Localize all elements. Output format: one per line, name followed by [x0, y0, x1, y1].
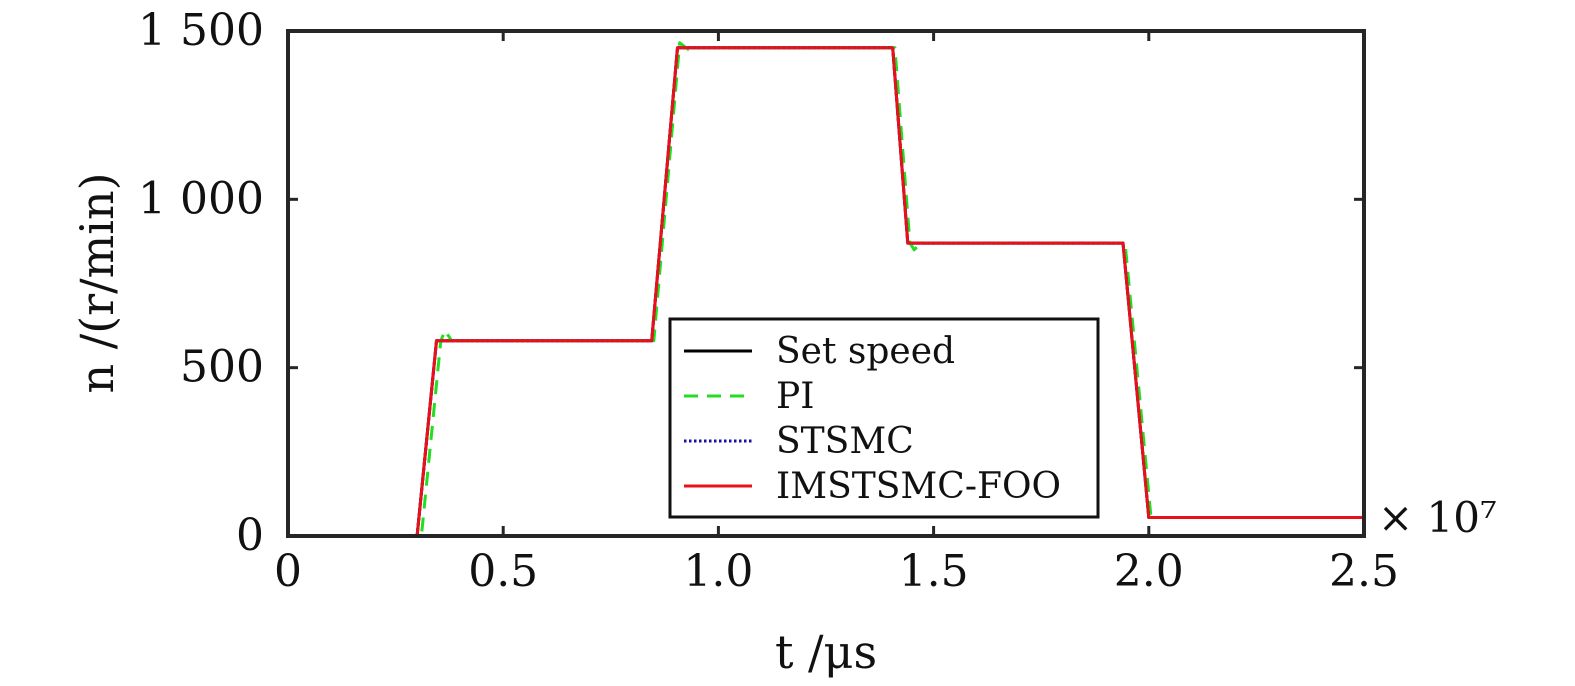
y-tick-label: 1 500 — [138, 5, 264, 56]
x-tick-label: 0.5 — [468, 546, 538, 597]
x-axis-multiplier: × 10⁷ — [1378, 493, 1497, 542]
plot-frame — [286, 29, 1366, 538]
series-line-4 — [288, 46, 1364, 538]
x-tick-label: 1.5 — [899, 546, 969, 597]
y-axis-label: n /(r/min) — [70, 172, 124, 393]
y-tick-label: 500 — [180, 342, 264, 393]
legend-label: PI — [776, 376, 814, 417]
y-tick-label: 1 000 — [138, 173, 264, 224]
y-tick-label: 0 — [236, 510, 264, 561]
x-tick-label: 1.0 — [683, 546, 753, 597]
x-axis-label: t /μs — [775, 625, 877, 679]
legend-label: IMSTSMC-FOO — [776, 466, 1061, 507]
legend-label: STSMC — [776, 421, 914, 462]
legend-label: Set speed — [776, 331, 955, 372]
ticks-layer: 0 0.5 1.0 1.5 2.0 2.5 0 500 1 000 1 500 — [138, 5, 1399, 597]
x-tick-label: 2.0 — [1114, 546, 1184, 597]
x-tick-label: 0 — [274, 546, 302, 597]
x-tick-label: 2.5 — [1329, 546, 1399, 597]
series-layer — [288, 41, 1364, 538]
